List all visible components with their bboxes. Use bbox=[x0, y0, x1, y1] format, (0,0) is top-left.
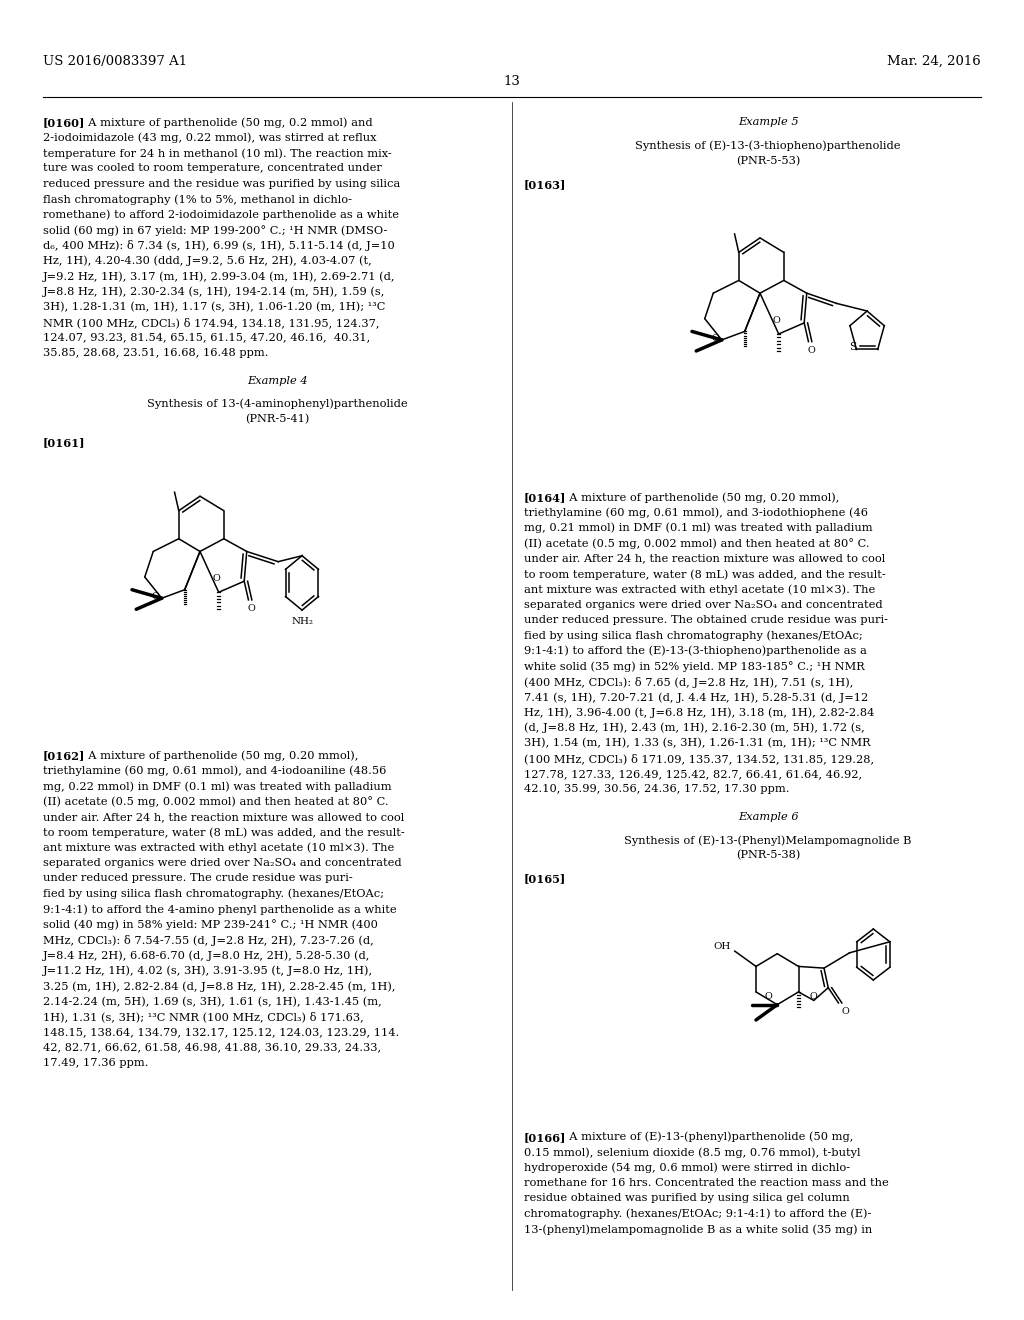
Text: (II) acetate (0.5 mg, 0.002 mmol) and then heated at 80° C.: (II) acetate (0.5 mg, 0.002 mmol) and th… bbox=[43, 796, 389, 808]
Text: O: O bbox=[841, 1007, 849, 1016]
Text: fied by using silica flash chromatography. (hexanes/EtOAc;: fied by using silica flash chromatograph… bbox=[43, 888, 384, 899]
Text: Example 6: Example 6 bbox=[737, 812, 799, 822]
Text: [0162]: [0162] bbox=[43, 751, 85, 762]
Text: solid (40 mg) in 58% yield: MP 239-241° C.; ¹H NMR (400: solid (40 mg) in 58% yield: MP 239-241° … bbox=[43, 920, 378, 931]
Text: Hz, 1H), 4.20-4.30 (ddd, J=9.2, 5.6 Hz, 2H), 4.03-4.07 (t,: Hz, 1H), 4.20-4.30 (ddd, J=9.2, 5.6 Hz, … bbox=[43, 256, 372, 267]
Text: ture was cooled to room temperature, concentrated under: ture was cooled to room temperature, con… bbox=[43, 164, 382, 173]
Text: 9:1-4:1) to afford the 4-amino phenyl parthenolide as a white: 9:1-4:1) to afford the 4-amino phenyl pa… bbox=[43, 904, 396, 915]
Text: J=9.2 Hz, 1H), 3.17 (m, 1H), 2.99-3.04 (m, 1H), 2.69-2.71 (d,: J=9.2 Hz, 1H), 3.17 (m, 1H), 2.99-3.04 (… bbox=[43, 271, 395, 281]
Text: 13: 13 bbox=[504, 75, 520, 88]
Text: O: O bbox=[247, 605, 255, 614]
Text: 148.15, 138.64, 134.79, 132.17, 125.12, 124.03, 123.29, 114.: 148.15, 138.64, 134.79, 132.17, 125.12, … bbox=[43, 1027, 399, 1038]
Text: Example 5: Example 5 bbox=[737, 117, 799, 127]
Text: under reduced pressure. The crude residue was puri-: under reduced pressure. The crude residu… bbox=[43, 874, 352, 883]
Text: J=11.2 Hz, 1H), 4.02 (s, 3H), 3.91-3.95 (t, J=8.0 Hz, 1H),: J=11.2 Hz, 1H), 4.02 (s, 3H), 3.91-3.95 … bbox=[43, 966, 373, 977]
Text: 13-(phenyl)melampomagnolide B as a white solid (35 mg) in: 13-(phenyl)melampomagnolide B as a white… bbox=[524, 1224, 872, 1234]
Text: 2.14-2.24 (m, 5H), 1.69 (s, 3H), 1.61 (s, 1H), 1.43-1.45 (m,: 2.14-2.24 (m, 5H), 1.69 (s, 3H), 1.61 (s… bbox=[43, 997, 382, 1007]
Text: Synthesis of 13-(4-aminophenyl)parthenolide: Synthesis of 13-(4-aminophenyl)parthenol… bbox=[147, 399, 408, 409]
Text: mg, 0.21 mmol) in DMF (0.1 ml) was treated with palladium: mg, 0.21 mmol) in DMF (0.1 ml) was treat… bbox=[524, 523, 872, 533]
Text: (PNR-5-53): (PNR-5-53) bbox=[736, 156, 800, 166]
Text: A mixture of parthenolide (50 mg, 0.20 mmol),: A mixture of parthenolide (50 mg, 0.20 m… bbox=[561, 492, 839, 503]
Text: 42, 82.71, 66.62, 61.58, 46.98, 41.88, 36.10, 29.33, 24.33,: 42, 82.71, 66.62, 61.58, 46.98, 41.88, 3… bbox=[43, 1043, 381, 1052]
Text: ant mixture was extracted with ethyl acetate (10 ml×3). The: ant mixture was extracted with ethyl ace… bbox=[524, 585, 876, 595]
Text: [0163]: [0163] bbox=[524, 178, 566, 190]
Text: MHz, CDCl₃): δ 7.54-7.55 (d, J=2.8 Hz, 2H), 7.23-7.26 (d,: MHz, CDCl₃): δ 7.54-7.55 (d, J=2.8 Hz, 2… bbox=[43, 935, 374, 946]
Text: A mixture of (E)-13-(phenyl)parthenolide (50 mg,: A mixture of (E)-13-(phenyl)parthenolide… bbox=[561, 1133, 853, 1143]
Text: 9:1-4:1) to afford the (E)-13-(3-thiopheno)parthenolide as a: 9:1-4:1) to afford the (E)-13-(3-thiophe… bbox=[524, 645, 867, 656]
Text: [0161]: [0161] bbox=[43, 437, 85, 447]
Text: 17.49, 17.36 ppm.: 17.49, 17.36 ppm. bbox=[43, 1057, 148, 1068]
Text: to room temperature, water (8 mL) was added, and the result-: to room temperature, water (8 mL) was ad… bbox=[43, 828, 404, 838]
Text: separated organics were dried over Na₂SO₄ and concentrated: separated organics were dried over Na₂SO… bbox=[43, 858, 401, 869]
Text: O: O bbox=[807, 346, 815, 355]
Text: under air. After 24 h, the reaction mixture was allowed to cool: under air. After 24 h, the reaction mixt… bbox=[43, 812, 404, 822]
Text: [0164]: [0164] bbox=[524, 492, 566, 503]
Text: O: O bbox=[772, 315, 780, 325]
Text: temperature for 24 h in methanol (10 ml). The reaction mix-: temperature for 24 h in methanol (10 ml)… bbox=[43, 148, 392, 158]
Text: S: S bbox=[850, 342, 857, 352]
Text: (d, J=8.8 Hz, 1H), 2.43 (m, 1H), 2.16-2.30 (m, 5H), 1.72 (s,: (d, J=8.8 Hz, 1H), 2.43 (m, 1H), 2.16-2.… bbox=[524, 723, 864, 734]
Text: O: O bbox=[712, 334, 720, 343]
Text: 3.25 (m, 1H), 2.82-2.84 (d, J=8.8 Hz, 1H), 2.28-2.45 (m, 1H),: 3.25 (m, 1H), 2.82-2.84 (d, J=8.8 Hz, 1H… bbox=[43, 981, 395, 991]
Text: under air. After 24 h, the reaction mixture was allowed to cool: under air. After 24 h, the reaction mixt… bbox=[524, 553, 886, 564]
Text: chromatography. (hexanes/EtOAc; 9:1-4:1) to afford the (E)-: chromatography. (hexanes/EtOAc; 9:1-4:1)… bbox=[524, 1209, 871, 1220]
Text: Synthesis of (E)-13-(Phenyl)Melampomagnolide B: Synthesis of (E)-13-(Phenyl)Melampomagno… bbox=[625, 836, 911, 846]
Text: Example 4: Example 4 bbox=[247, 375, 308, 385]
Text: fied by using silica flash chromatography (hexanes/EtOAc;: fied by using silica flash chromatograph… bbox=[524, 631, 863, 642]
Text: (PNR-5-41): (PNR-5-41) bbox=[246, 414, 309, 424]
Text: O: O bbox=[212, 574, 220, 583]
Text: 7.41 (s, 1H), 7.20-7.21 (d, J. 4.4 Hz, 1H), 5.28-5.31 (d, J=12: 7.41 (s, 1H), 7.20-7.21 (d, J. 4.4 Hz, 1… bbox=[524, 692, 868, 702]
Text: 3H), 1.54 (m, 1H), 1.33 (s, 3H), 1.26-1.31 (m, 1H); ¹³C NMR: 3H), 1.54 (m, 1H), 1.33 (s, 3H), 1.26-1.… bbox=[524, 738, 870, 748]
Text: separated organics were dried over Na₂SO₄ and concentrated: separated organics were dried over Na₂SO… bbox=[524, 599, 883, 610]
Text: triethylamine (60 mg, 0.61 mmol), and 4-iodoaniline (48.56: triethylamine (60 mg, 0.61 mmol), and 4-… bbox=[43, 766, 386, 776]
Text: J=8.8 Hz, 1H), 2.30-2.34 (s, 1H), 194-2.14 (m, 5H), 1.59 (s,: J=8.8 Hz, 1H), 2.30-2.34 (s, 1H), 194-2.… bbox=[43, 286, 385, 297]
Text: NMR (100 MHz, CDCl₃) δ 174.94, 134.18, 131.95, 124.37,: NMR (100 MHz, CDCl₃) δ 174.94, 134.18, 1… bbox=[43, 317, 380, 327]
Text: solid (60 mg) in 67 yield: MP 199-200° C.; ¹H NMR (DMSO-: solid (60 mg) in 67 yield: MP 199-200° C… bbox=[43, 224, 387, 236]
Text: to room temperature, water (8 mL) was added, and the result-: to room temperature, water (8 mL) was ad… bbox=[524, 569, 886, 579]
Text: NH₂: NH₂ bbox=[291, 616, 313, 626]
Text: hydroperoxide (54 mg, 0.6 mmol) were stirred in dichlo-: hydroperoxide (54 mg, 0.6 mmol) were sti… bbox=[524, 1163, 850, 1173]
Text: J=8.4 Hz, 2H), 6.68-6.70 (d, J=8.0 Hz, 2H), 5.28-5.30 (d,: J=8.4 Hz, 2H), 6.68-6.70 (d, J=8.0 Hz, 2… bbox=[43, 950, 371, 961]
Text: flash chromatography (1% to 5%, methanol in dichlo-: flash chromatography (1% to 5%, methanol… bbox=[43, 194, 352, 205]
Text: 42.10, 35.99, 30.56, 24.36, 17.52, 17.30 ppm.: 42.10, 35.99, 30.56, 24.36, 17.52, 17.30… bbox=[524, 784, 790, 795]
Text: 3H), 1.28-1.31 (m, 1H), 1.17 (s, 3H), 1.06-1.20 (m, 1H); ¹³C: 3H), 1.28-1.31 (m, 1H), 1.17 (s, 3H), 1.… bbox=[43, 302, 385, 312]
Text: [0165]: [0165] bbox=[524, 874, 566, 884]
Text: white solid (35 mg) in 52% yield. MP 183-185° C.; ¹H NMR: white solid (35 mg) in 52% yield. MP 183… bbox=[524, 661, 864, 672]
Text: 0.15 mmol), selenium dioxide (8.5 mg, 0.76 mmol), t-butyl: 0.15 mmol), selenium dioxide (8.5 mg, 0.… bbox=[524, 1147, 860, 1158]
Text: 127.78, 127.33, 126.49, 125.42, 82.7, 66.41, 61.64, 46.92,: 127.78, 127.33, 126.49, 125.42, 82.7, 66… bbox=[524, 770, 862, 779]
Text: [0166]: [0166] bbox=[524, 1133, 566, 1143]
Text: ant mixture was extracted with ethyl acetate (10 ml×3). The: ant mixture was extracted with ethyl ace… bbox=[43, 842, 394, 853]
Text: [0160]: [0160] bbox=[43, 117, 85, 128]
Text: O: O bbox=[765, 991, 773, 1001]
Text: O: O bbox=[152, 593, 160, 601]
Text: under reduced pressure. The obtained crude residue was puri-: under reduced pressure. The obtained cru… bbox=[524, 615, 888, 626]
Text: Hz, 1H), 3.96-4.00 (t, J=6.8 Hz, 1H), 3.18 (m, 1H), 2.82-2.84: Hz, 1H), 3.96-4.00 (t, J=6.8 Hz, 1H), 3.… bbox=[524, 708, 874, 718]
Text: 35.85, 28.68, 23.51, 16.68, 16.48 ppm.: 35.85, 28.68, 23.51, 16.68, 16.48 ppm. bbox=[43, 348, 268, 358]
Text: 2-iodoimidazole (43 mg, 0.22 mmol), was stirred at reflux: 2-iodoimidazole (43 mg, 0.22 mmol), was … bbox=[43, 132, 377, 143]
Text: US 2016/0083397 A1: US 2016/0083397 A1 bbox=[43, 55, 187, 69]
Text: Synthesis of (E)-13-(3-thiopheno)parthenolide: Synthesis of (E)-13-(3-thiopheno)parthen… bbox=[635, 140, 901, 150]
Text: romethane for 16 hrs. Concentrated the reaction mass and the: romethane for 16 hrs. Concentrated the r… bbox=[524, 1177, 889, 1188]
Text: (100 MHz, CDCl₃) δ 171.09, 135.37, 134.52, 131.85, 129.28,: (100 MHz, CDCl₃) δ 171.09, 135.37, 134.5… bbox=[524, 754, 874, 764]
Text: romethane) to afford 2-iodoimidazole parthenolide as a white: romethane) to afford 2-iodoimidazole par… bbox=[43, 210, 399, 220]
Text: 124.07, 93.23, 81.54, 65.15, 61.15, 47.20, 46.16,  40.31,: 124.07, 93.23, 81.54, 65.15, 61.15, 47.2… bbox=[43, 333, 371, 342]
Text: A mixture of parthenolide (50 mg, 0.2 mmol) and: A mixture of parthenolide (50 mg, 0.2 mm… bbox=[81, 117, 372, 128]
Text: OH: OH bbox=[713, 942, 730, 952]
Text: A mixture of parthenolide (50 mg, 0.20 mmol),: A mixture of parthenolide (50 mg, 0.20 m… bbox=[81, 751, 358, 762]
Text: d₆, 400 MHz): δ 7.34 (s, 1H), 6.99 (s, 1H), 5.11-5.14 (d, J=10: d₆, 400 MHz): δ 7.34 (s, 1H), 6.99 (s, 1… bbox=[43, 240, 394, 251]
Text: (PNR-5-38): (PNR-5-38) bbox=[736, 850, 800, 861]
Text: (400 MHz, CDCl₃): δ 7.65 (d, J=2.8 Hz, 1H), 7.51 (s, 1H),: (400 MHz, CDCl₃): δ 7.65 (d, J=2.8 Hz, 1… bbox=[524, 677, 853, 688]
Text: 1H), 1.31 (s, 3H); ¹³C NMR (100 MHz, CDCl₃) δ 171.63,: 1H), 1.31 (s, 3H); ¹³C NMR (100 MHz, CDC… bbox=[43, 1012, 364, 1023]
Text: mg, 0.22 mmol) in DMF (0.1 ml) was treated with palladium: mg, 0.22 mmol) in DMF (0.1 ml) was treat… bbox=[43, 781, 391, 792]
Text: residue obtained was purified by using silica gel column: residue obtained was purified by using s… bbox=[524, 1193, 850, 1204]
Text: triethylamine (60 mg, 0.61 mmol), and 3-iodothiophene (46: triethylamine (60 mg, 0.61 mmol), and 3-… bbox=[524, 508, 868, 519]
Text: reduced pressure and the residue was purified by using silica: reduced pressure and the residue was pur… bbox=[43, 178, 400, 189]
Text: O: O bbox=[809, 991, 817, 1001]
Text: Mar. 24, 2016: Mar. 24, 2016 bbox=[887, 55, 981, 69]
Text: (II) acetate (0.5 mg, 0.002 mmol) and then heated at 80° C.: (II) acetate (0.5 mg, 0.002 mmol) and th… bbox=[524, 539, 869, 549]
